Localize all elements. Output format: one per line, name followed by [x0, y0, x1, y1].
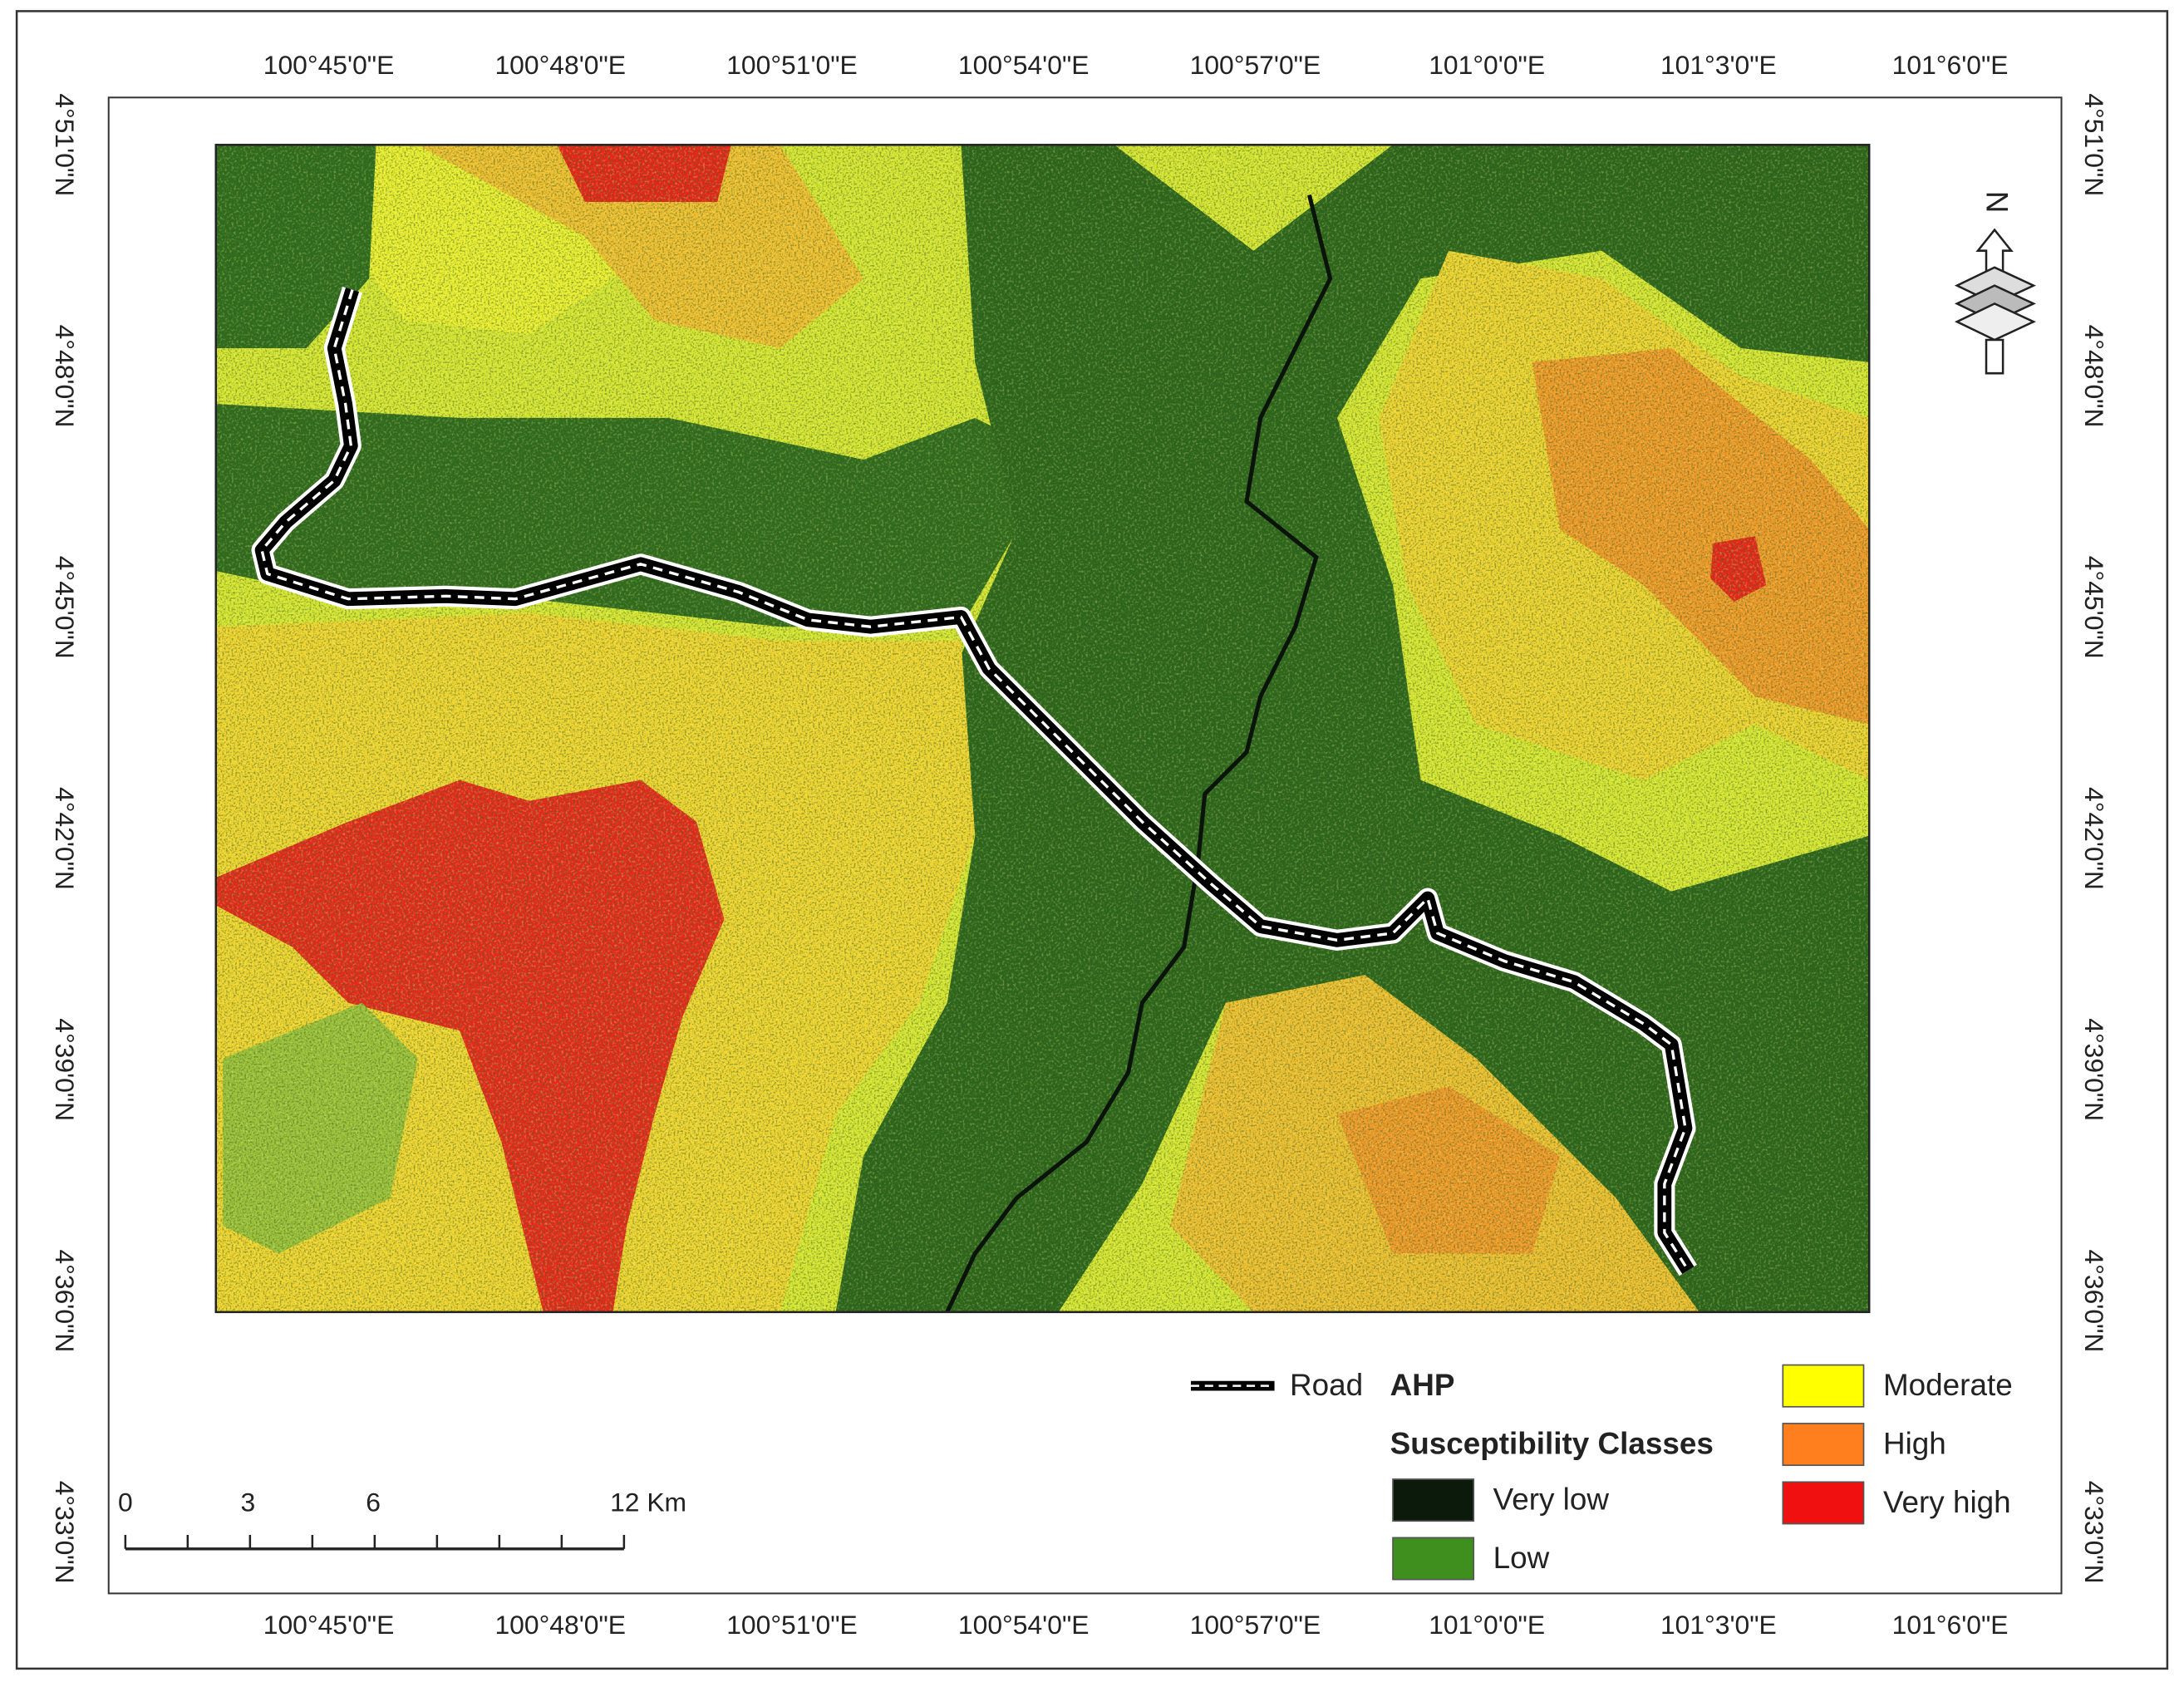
- susceptibility-raster: [215, 145, 1870, 1312]
- legend: Road AHP Susceptibility Classes Very low…: [1190, 1364, 2013, 1581]
- legend-title: AHP: [1390, 1368, 1455, 1402]
- graticule-border: [107, 96, 2063, 1595]
- legend-label: High: [1883, 1426, 1946, 1460]
- scale-bar-label: 0: [118, 1488, 133, 1517]
- legend-label: Low: [1493, 1541, 1550, 1575]
- north-arrow-layer: [1954, 302, 2036, 342]
- longitude-label: 100°45'0"E: [263, 50, 395, 80]
- river: [945, 194, 1333, 1312]
- longitude-label: 100°51'0"E: [726, 1610, 858, 1640]
- legend-swatch: [1782, 1423, 1865, 1467]
- longitude-label: 101°6'0"E: [1892, 1610, 2009, 1640]
- scale-bar: 0 3 6 12 Km: [118, 1488, 686, 1551]
- legend-label: Very high: [1883, 1485, 2011, 1519]
- longitude-label: 100°45'0"E: [263, 1610, 395, 1640]
- latitude-label: 4°48'0"N: [2079, 325, 2109, 428]
- longitude-label: 100°54'0"E: [958, 1610, 1090, 1640]
- scale-bar-label: 3: [240, 1488, 255, 1517]
- north-label: N: [1980, 191, 2014, 214]
- legend-subtitle: Susceptibility Classes: [1390, 1426, 1714, 1460]
- longitude-label: 100°57'0"E: [1190, 1610, 1321, 1640]
- latitude-label: 4°33'0"N: [50, 1481, 80, 1584]
- latitude-label: 4°39'0"N: [2079, 1018, 2109, 1121]
- latitude-label: 4°48'0"N: [50, 325, 80, 428]
- legend-swatch: [1782, 1364, 1865, 1408]
- longitude-label: 101°6'0"E: [1892, 50, 2009, 80]
- longitude-label: 100°51'0"E: [726, 50, 858, 80]
- legend-swatch: [1392, 1537, 1475, 1581]
- north-arrow-tail: [1985, 338, 2004, 375]
- scale-bar-label: 12 Km: [610, 1488, 686, 1517]
- legend-road-label: Road: [1290, 1368, 1363, 1402]
- longitude-label: 101°0'0"E: [1429, 1610, 1545, 1640]
- north-arrow: N: [1954, 191, 2036, 375]
- longitude-label: 100°48'0"E: [494, 50, 626, 80]
- legend-swatch: [1782, 1481, 1865, 1525]
- road: [251, 286, 1697, 1276]
- longitude-label: 101°3'0"E: [1660, 1610, 1777, 1640]
- latitude-label: 4°36'0"N: [50, 1249, 80, 1352]
- latitude-label: 4°39'0"N: [50, 1018, 80, 1121]
- latitude-label: 4°42'0"N: [50, 787, 80, 890]
- longitude-label: 100°48'0"E: [494, 1610, 626, 1640]
- outer-border: [15, 10, 2169, 1670]
- legend-label: Moderate: [1883, 1368, 2013, 1402]
- longitude-label: 100°54'0"E: [958, 50, 1090, 80]
- latitude-label: 4°45'0"N: [2079, 556, 2109, 659]
- latitude-label: 4°36'0"N: [2079, 1249, 2109, 1352]
- longitude-label: 101°0'0"E: [1429, 50, 1545, 80]
- legend-label: Very low: [1493, 1483, 1610, 1517]
- longitude-label: 101°3'0"E: [1660, 50, 1777, 80]
- latitude-label: 4°51'0"N: [2079, 93, 2109, 196]
- latitude-label: 4°45'0"N: [50, 556, 80, 659]
- map-frame: [214, 144, 1871, 1314]
- latitude-label: 4°42'0"N: [2079, 787, 2109, 890]
- legend-swatch: [1392, 1478, 1475, 1522]
- latitude-label: 4°51'0"N: [50, 93, 80, 196]
- road-dash: [260, 289, 1690, 1271]
- longitude-label: 100°57'0"E: [1190, 50, 1321, 80]
- scale-bar-label: 6: [366, 1488, 381, 1517]
- latitude-label: 4°33'0"N: [2079, 1481, 2109, 1584]
